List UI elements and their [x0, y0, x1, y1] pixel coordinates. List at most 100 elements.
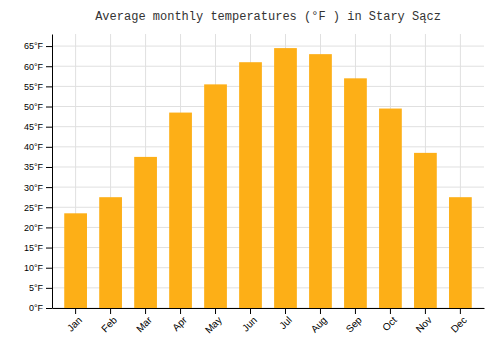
y-tick-mark	[46, 127, 52, 128]
bar	[344, 78, 367, 308]
y-tick-label: 25°F	[24, 203, 44, 213]
y-tick-label: 35°F	[24, 162, 44, 172]
y-tick: 60°F	[24, 62, 52, 72]
y-tick-label: 55°F	[24, 82, 44, 92]
x-tick-label: Jun	[240, 314, 259, 333]
bar	[64, 213, 87, 308]
y-tick-label: 20°F	[24, 223, 44, 233]
y-tick-mark	[46, 167, 52, 168]
x-tick-mark	[390, 308, 391, 314]
x-tick: Mar	[134, 308, 154, 334]
bar	[414, 153, 437, 308]
x-tick-mark	[75, 308, 76, 314]
y-axis-line	[52, 35, 53, 309]
grid-line	[52, 46, 484, 47]
x-tick: Apr	[170, 308, 189, 333]
y-tick: 50°F	[24, 102, 52, 112]
chart: Jan Feb Mar Apr May Jun Jul Aug Sep Oct Nov Dec 0°F 5…	[0, 0, 500, 350]
x-tick: Sep	[344, 308, 365, 335]
y-tick-mark	[46, 107, 52, 108]
grid-line	[52, 106, 484, 107]
y-tick-label: 30°F	[24, 182, 44, 192]
y-tick: 20°F	[24, 223, 52, 233]
y-tick: 10°F	[24, 263, 52, 273]
y-tick-mark	[46, 187, 52, 188]
x-tick-label: Feb	[99, 314, 119, 334]
x-tick: Jan	[65, 308, 84, 334]
y-tick: 35°F	[24, 162, 52, 172]
y-tick: 0°F	[29, 303, 52, 313]
x-tick: Aug	[309, 308, 329, 335]
x-tick-mark	[145, 308, 146, 314]
x-tick-mark	[355, 308, 356, 314]
y-tick-label: 40°F	[24, 142, 44, 152]
bars	[64, 48, 472, 308]
bar	[169, 113, 192, 308]
x-tick-mark	[285, 308, 286, 314]
y-tick-mark	[46, 66, 52, 67]
x-tick-label: Jul	[277, 314, 294, 331]
bar	[449, 197, 472, 308]
y-tick: 45°F	[24, 122, 52, 132]
x-tick-mark	[320, 308, 321, 314]
x-tick-label: Aug	[309, 314, 329, 334]
y-tick-mark	[46, 227, 52, 228]
x-tick-mark	[460, 308, 461, 314]
x-tick: Jun	[240, 308, 259, 334]
y-tick-label: 15°F	[24, 243, 44, 253]
bar	[274, 48, 297, 308]
x-tick: Dec	[449, 308, 469, 335]
x-tick-mark	[180, 308, 181, 314]
y-axis: 0°F 5°F 10°F 15°F 20°F 25°F 30°F 35°F 40°F 45°F 50…	[24, 35, 53, 314]
grid-line	[52, 86, 484, 87]
x-axis: Jan Feb Mar Apr May Jun Jul Aug Sep Oct Nov Dec	[53, 308, 485, 336]
y-tick-label: 65°F	[24, 41, 44, 51]
y-tick-mark	[46, 288, 52, 289]
y-tick: 5°F	[29, 283, 52, 293]
bar	[379, 109, 402, 308]
y-tick-mark	[46, 86, 52, 87]
x-tick: May	[203, 308, 224, 336]
x-tick: Oct	[380, 308, 399, 333]
bar	[309, 54, 332, 308]
plot-area: Jan Feb Mar Apr May Jun Jul Aug Sep Oct Nov Dec 0°F 5…	[24, 34, 485, 336]
x-tick: Nov	[414, 308, 434, 335]
x-tick-mark	[250, 308, 251, 314]
x-tick-mark	[425, 308, 426, 314]
y-tick-mark	[46, 207, 52, 208]
y-tick-label: 0°F	[29, 303, 44, 313]
x-tick-label: Jan	[65, 314, 84, 333]
y-tick-label: 5°F	[29, 283, 44, 293]
bar	[239, 62, 262, 308]
y-tick: 30°F	[24, 182, 52, 192]
x-tick-label: Nov	[414, 314, 434, 334]
x-tick-label: Apr	[170, 314, 189, 333]
y-tick-label: 45°F	[24, 122, 44, 132]
x-tick-mark	[110, 308, 111, 314]
x-tick-label: Dec	[449, 314, 469, 334]
grid	[52, 34, 484, 308]
y-tick: 25°F	[24, 203, 52, 213]
x-tick-label: Mar	[134, 314, 154, 334]
bar	[134, 157, 157, 308]
y-tick: 15°F	[24, 243, 52, 253]
y-tick-label: 50°F	[24, 102, 44, 112]
y-tick-mark	[46, 147, 52, 148]
x-tick-mark	[215, 308, 216, 314]
x-axis-line	[53, 308, 485, 309]
grid-line	[52, 66, 484, 67]
grid-line	[52, 126, 484, 127]
grid-line	[52, 146, 484, 147]
y-tick-mark	[46, 308, 52, 309]
x-tick: Feb	[99, 308, 119, 334]
y-tick-label: 60°F	[24, 62, 44, 72]
y-tick: 55°F	[24, 82, 52, 92]
title: Average monthly temperatures (°F ) in St…	[95, 10, 441, 24]
bar	[204, 84, 227, 308]
y-tick-label: 10°F	[24, 263, 44, 273]
y-tick-mark	[46, 268, 52, 269]
x-tick-label: May	[203, 314, 224, 335]
x-tick: Jul	[277, 308, 294, 331]
bar	[99, 197, 122, 308]
x-tick-label: Sep	[344, 314, 365, 335]
